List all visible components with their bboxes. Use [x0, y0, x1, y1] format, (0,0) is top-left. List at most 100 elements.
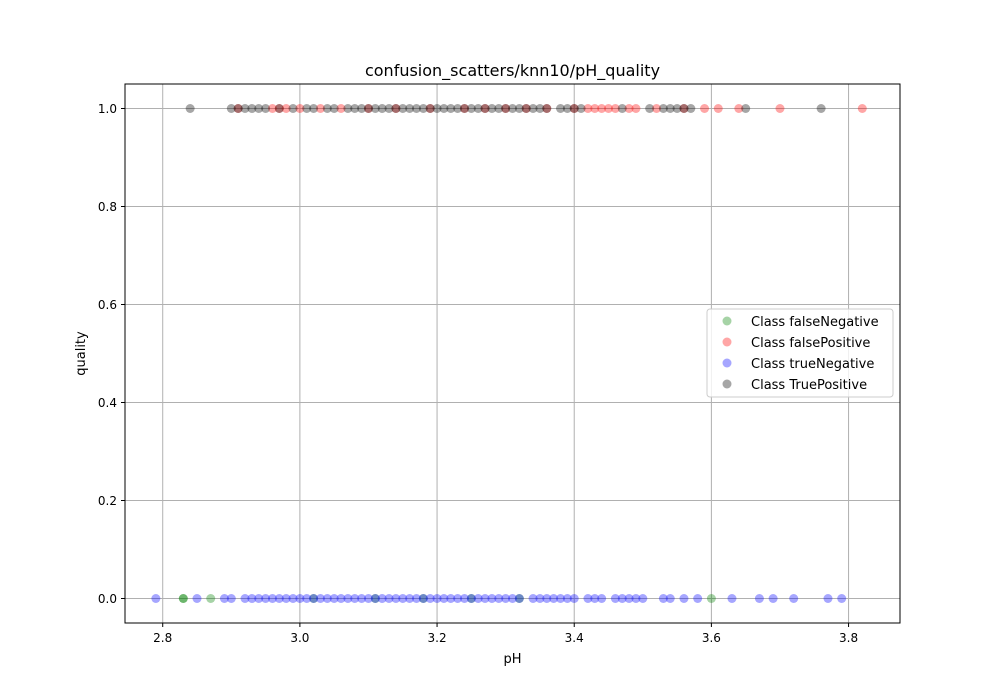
data-point-false-negative	[418, 594, 428, 603]
legend-entry-false-negative: Class falseNegative	[722, 315, 879, 330]
data-point-true-positive	[446, 104, 456, 113]
data-point-true-negative	[432, 594, 442, 603]
legend-label-true-negative: Class trueNegative	[751, 357, 874, 372]
data-point-true-positive	[261, 104, 271, 113]
data-point-true-negative	[295, 594, 305, 603]
legend-frame	[706, 308, 894, 398]
data-point-true-negative	[789, 594, 799, 603]
data-point-false-negative	[178, 594, 188, 603]
grid	[125, 84, 900, 623]
data-point-true-positive	[185, 104, 195, 113]
data-point-false-positive	[679, 104, 689, 113]
data-point-true-negative	[610, 594, 620, 603]
data-point-true-negative	[261, 594, 271, 603]
data-point-false-positive	[604, 104, 614, 113]
data-point-true-negative	[274, 594, 284, 603]
data-point-true-negative	[494, 594, 504, 603]
data-point-false-negative	[706, 594, 716, 603]
data-points	[151, 104, 867, 603]
data-point-true-negative	[350, 594, 360, 603]
x-tick-label: 3.0	[290, 631, 309, 645]
data-point-true-negative	[549, 594, 559, 603]
data-point-true-negative	[219, 594, 229, 603]
legend-marker-true-negative	[722, 358, 732, 368]
data-point-true-positive	[521, 104, 531, 113]
data-point-true-positive	[617, 104, 627, 113]
data-point-true-positive	[487, 104, 497, 113]
data-point-false-positive	[597, 104, 607, 113]
data-point-true-positive	[411, 104, 421, 113]
data-point-true-negative	[357, 594, 367, 603]
data-point-false-positive	[542, 104, 552, 113]
data-point-true-negative	[254, 594, 264, 603]
data-point-true-negative	[569, 594, 579, 603]
data-point-true-negative	[370, 594, 380, 603]
data-point-true-positive	[535, 104, 545, 113]
data-point-true-negative	[384, 594, 394, 603]
legend-marker-false-positive	[722, 337, 732, 347]
x-tick-label: 3.6	[702, 631, 721, 645]
data-point-true-negative	[466, 594, 476, 603]
series-true-negative	[151, 594, 847, 603]
data-point-true-positive	[425, 104, 435, 113]
data-point-true-negative	[480, 594, 490, 603]
data-point-true-negative	[631, 594, 641, 603]
data-point-true-positive	[274, 104, 284, 113]
data-point-true-negative	[329, 594, 339, 603]
data-point-true-negative	[487, 594, 497, 603]
data-point-true-positive	[357, 104, 367, 113]
data-point-true-negative	[658, 594, 668, 603]
data-point-true-negative	[398, 594, 408, 603]
data-point-true-negative	[638, 594, 648, 603]
data-point-true-positive	[398, 104, 408, 113]
data-point-true-positive	[569, 104, 579, 113]
data-point-true-positive	[363, 104, 373, 113]
data-point-true-positive	[494, 104, 504, 113]
data-point-true-positive	[576, 104, 586, 113]
data-point-true-positive	[322, 104, 332, 113]
data-point-true-negative	[322, 594, 332, 603]
data-point-true-negative	[418, 594, 428, 603]
data-point-false-positive	[590, 104, 600, 113]
legend-marker-true-positive	[722, 379, 732, 389]
data-point-false-positive	[521, 104, 531, 113]
series-true-positive	[185, 104, 826, 113]
data-point-true-negative	[837, 594, 847, 603]
data-point-true-positive	[384, 104, 394, 113]
data-point-true-negative	[411, 594, 421, 603]
data-point-true-positive	[665, 104, 675, 113]
data-point-false-positive	[569, 104, 579, 113]
series-false-positive	[233, 104, 867, 113]
data-point-true-negative	[315, 594, 325, 603]
data-point-true-negative	[823, 594, 833, 603]
data-point-false-positive	[459, 104, 469, 113]
data-point-true-negative	[288, 594, 298, 603]
data-point-true-positive	[247, 104, 257, 113]
y-tick-label: 0.6	[98, 298, 117, 312]
data-point-true-negative	[459, 594, 469, 603]
data-point-true-negative	[377, 594, 387, 603]
data-point-true-negative	[192, 594, 202, 603]
data-point-true-negative	[336, 594, 346, 603]
data-point-true-negative	[583, 594, 593, 603]
data-point-true-negative	[309, 594, 319, 603]
data-point-true-positive	[542, 104, 552, 113]
data-point-false-positive	[281, 104, 291, 113]
x-tick-label: 3.4	[565, 631, 584, 645]
data-point-true-positive	[480, 104, 490, 113]
data-point-true-positive	[350, 104, 360, 113]
data-point-true-negative	[768, 594, 778, 603]
legend: Class falseNegative Class falsePositive …	[706, 308, 894, 398]
data-point-false-positive	[624, 104, 634, 113]
data-point-true-positive	[439, 104, 449, 113]
data-point-false-positive	[233, 104, 243, 113]
data-point-false-negative	[466, 594, 476, 603]
data-point-true-negative	[439, 594, 449, 603]
data-point-true-negative	[453, 594, 463, 603]
data-point-true-positive	[816, 104, 826, 113]
data-point-true-negative	[679, 594, 689, 603]
data-point-true-negative	[542, 594, 552, 603]
data-point-false-positive	[501, 104, 511, 113]
data-point-true-positive	[254, 104, 264, 113]
